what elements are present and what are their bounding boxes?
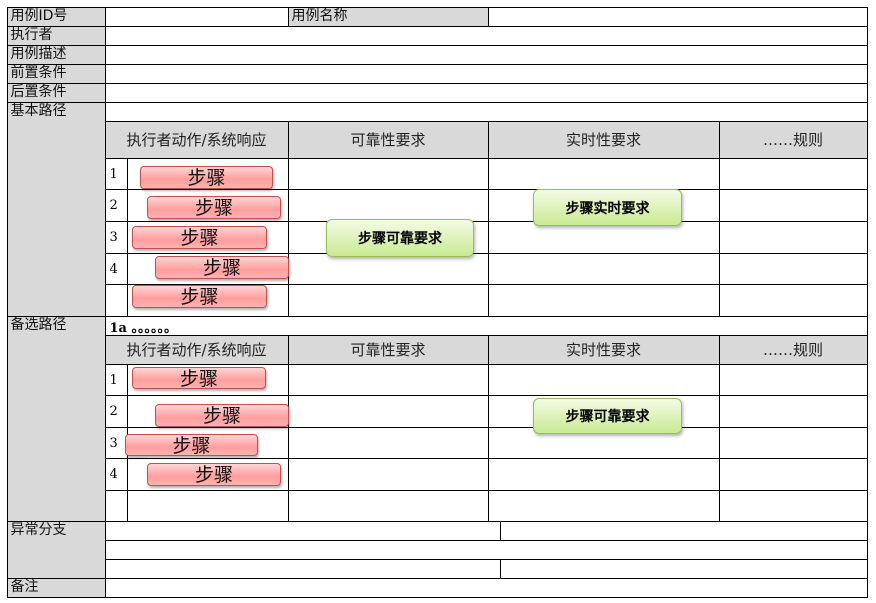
table-cell[interactable] bbox=[487, 283, 720, 317]
table-cell[interactable] bbox=[287, 489, 489, 522]
step-number[interactable]: 2 bbox=[104, 394, 128, 428]
label-alt-path: 备选路径 bbox=[6, 315, 106, 522]
table-cell[interactable] bbox=[126, 489, 289, 522]
label-actor: 执行者 bbox=[6, 25, 106, 46]
label-exception: 异常分支 bbox=[6, 520, 106, 579]
table-cell[interactable] bbox=[718, 394, 868, 428]
basic-path-cell[interactable] bbox=[104, 101, 868, 122]
step-shape[interactable]: 步骤 bbox=[155, 404, 289, 427]
step-number[interactable]: 1 bbox=[104, 157, 128, 190]
table-cell[interactable] bbox=[287, 157, 489, 190]
reliability-shape[interactable]: 步骤可靠要求 bbox=[326, 219, 474, 257]
step-shape[interactable]: 步骤 bbox=[147, 196, 281, 219]
exception-cell[interactable] bbox=[104, 520, 501, 541]
step-number[interactable] bbox=[104, 489, 128, 522]
label-usecase-name: 用例名称 bbox=[287, 6, 489, 27]
table-cell[interactable] bbox=[287, 283, 489, 317]
label-description: 用例描述 bbox=[6, 44, 106, 65]
exception-cell[interactable] bbox=[499, 558, 868, 579]
table-cell[interactable] bbox=[487, 457, 720, 491]
label-postcondition: 后置条件 bbox=[6, 82, 106, 103]
realtime-shape[interactable]: 步骤实时要求 bbox=[533, 189, 682, 226]
step-shape[interactable]: 步骤 bbox=[132, 285, 267, 308]
step-shape[interactable]: 步骤 bbox=[147, 463, 281, 486]
exception-cell[interactable] bbox=[499, 520, 868, 541]
table-cell[interactable] bbox=[718, 363, 868, 396]
alt-reliability-shape[interactable]: 步骤可靠要求 bbox=[533, 398, 682, 434]
alt-header-realtime: 实时性要求 bbox=[487, 334, 720, 365]
step-number[interactable] bbox=[104, 283, 128, 317]
step-number[interactable]: 2 bbox=[104, 188, 128, 222]
usecase-name-cell[interactable] bbox=[487, 6, 868, 27]
table-cell[interactable] bbox=[287, 252, 489, 285]
precondition-cell[interactable] bbox=[104, 63, 868, 84]
table-cell[interactable] bbox=[287, 426, 489, 459]
table-cell[interactable] bbox=[718, 489, 868, 522]
header-realtime: 实时性要求 bbox=[487, 120, 720, 159]
alt-path-cell[interactable]: 1a 。。。。。。 bbox=[104, 315, 868, 336]
step-shape[interactable]: 步骤 bbox=[132, 367, 266, 390]
step-shape[interactable]: 步骤 bbox=[125, 434, 258, 457]
step-shape[interactable]: 步骤 bbox=[132, 226, 267, 249]
step-number[interactable]: 4 bbox=[104, 457, 128, 491]
table-cell[interactable] bbox=[287, 457, 489, 491]
usecase-id-cell[interactable] bbox=[104, 6, 289, 27]
header-reliability: 可靠性要求 bbox=[287, 120, 489, 159]
table-cell[interactable] bbox=[718, 457, 868, 491]
exception-cell[interactable] bbox=[104, 539, 868, 560]
exception-cell[interactable] bbox=[104, 558, 501, 579]
table-cell[interactable] bbox=[287, 394, 489, 428]
header-action: 执行者动作/系统响应 bbox=[104, 120, 289, 159]
table-cell[interactable] bbox=[487, 363, 720, 396]
actor-cell[interactable] bbox=[104, 25, 868, 46]
table-cell[interactable] bbox=[287, 188, 489, 222]
table-cell[interactable] bbox=[718, 220, 868, 254]
table-cell[interactable] bbox=[487, 252, 720, 285]
alt-header-rules: ……规则 bbox=[718, 334, 868, 365]
table-cell[interactable] bbox=[287, 363, 489, 396]
label-precondition: 前置条件 bbox=[6, 63, 106, 84]
step-shape[interactable]: 步骤 bbox=[140, 166, 273, 189]
label-note: 备注 bbox=[6, 577, 106, 598]
header-rules: ……规则 bbox=[718, 120, 868, 159]
label-usecase-id: 用例ID号 bbox=[6, 6, 106, 27]
alt-header-reliability: 可靠性要求 bbox=[287, 334, 489, 365]
table-cell[interactable] bbox=[718, 252, 868, 285]
table-cell[interactable] bbox=[487, 157, 720, 190]
step-number[interactable]: 1 bbox=[104, 363, 128, 396]
table-cell[interactable] bbox=[718, 188, 868, 222]
postcondition-cell[interactable] bbox=[104, 82, 868, 103]
step-number[interactable]: 4 bbox=[104, 252, 128, 285]
note-cell[interactable] bbox=[104, 577, 868, 598]
description-cell[interactable] bbox=[104, 44, 868, 65]
table-cell[interactable] bbox=[718, 426, 868, 459]
step-shape[interactable]: 步骤 bbox=[155, 256, 289, 279]
table-cell[interactable] bbox=[487, 489, 720, 522]
table-cell[interactable] bbox=[718, 157, 868, 190]
table-cell[interactable] bbox=[718, 283, 868, 317]
alt-header-action: 执行者动作/系统响应 bbox=[104, 334, 289, 365]
label-basic-path: 基本路径 bbox=[6, 101, 106, 317]
step-number[interactable]: 3 bbox=[104, 220, 128, 254]
